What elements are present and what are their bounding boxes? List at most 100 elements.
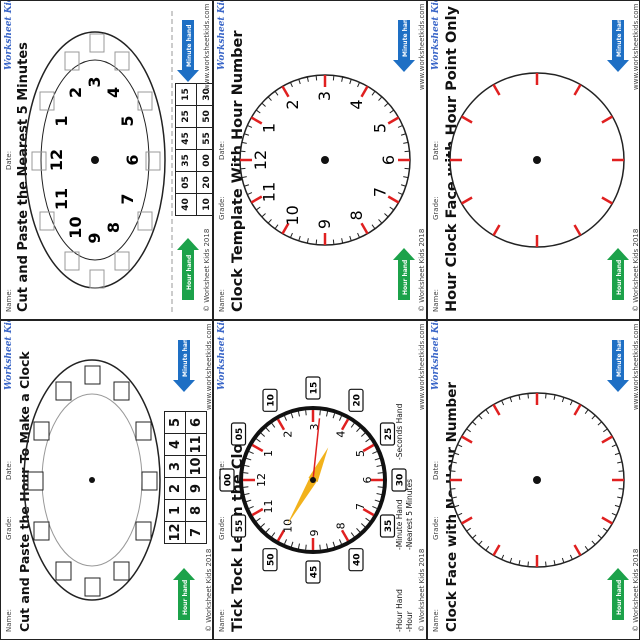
minute-tick <box>326 543 329 549</box>
minute-label-box <box>230 422 247 446</box>
minute-label: 35 <box>384 520 394 533</box>
minute-label-box <box>348 548 364 572</box>
clock-number: 10 <box>282 519 295 533</box>
clock-number: 11 <box>262 500 275 514</box>
minute-tick <box>617 461 623 464</box>
minute-tick <box>378 96 383 101</box>
minute-hand-arrow-label: Minute hand <box>616 15 623 57</box>
minute-label-box <box>305 376 321 400</box>
minute-tick <box>603 527 608 532</box>
minute-tick <box>569 400 573 406</box>
minute-tick <box>255 109 261 114</box>
clock-number: 5 <box>354 450 367 457</box>
clock-number: 12 <box>255 473 268 487</box>
clock-number: 2 <box>66 87 85 98</box>
minute-tick <box>240 167 246 170</box>
worksheet-tick-tock: Name: Grade: Date: Worksheet Kids Tick T… <box>213 320 427 640</box>
minute-tick <box>457 444 463 448</box>
hour-tick <box>362 443 375 453</box>
hour-tick <box>276 418 286 431</box>
minute-tick <box>618 470 624 472</box>
minute-tick <box>256 517 261 522</box>
minute-tick <box>376 493 382 496</box>
minute-tick <box>297 411 300 417</box>
clock-number: 6 <box>361 477 374 484</box>
minute-tick <box>450 470 456 472</box>
minute-tick <box>545 393 547 399</box>
minute-tick <box>365 438 370 443</box>
clock-number: 4 <box>104 87 123 98</box>
minute-tick <box>248 505 254 509</box>
clock-number: 4 <box>347 99 366 109</box>
hour-tick <box>281 85 290 98</box>
minute-tick <box>454 504 460 508</box>
hour-tick <box>492 544 501 556</box>
minute-label: 25 <box>384 428 394 441</box>
hour-tick <box>492 404 501 416</box>
minute-tick <box>244 184 250 187</box>
worksheet-hour-point-only: Name: Grade: Date: Worksheet Kids Hour C… <box>427 0 640 320</box>
minute-tick <box>466 428 471 433</box>
minute-tick <box>244 133 250 136</box>
minute-tick <box>274 90 279 96</box>
minute-hand <box>287 478 317 526</box>
hour-tick <box>601 196 613 205</box>
minute-tick <box>365 517 370 522</box>
minute-tick <box>397 124 403 128</box>
clock-number: 8 <box>335 522 348 529</box>
minute-tick <box>584 546 589 551</box>
minute-tick <box>265 527 270 533</box>
minute-tick <box>356 427 361 433</box>
minute-tick <box>305 410 307 416</box>
minute-tick <box>404 150 410 153</box>
minute-tick <box>284 415 288 421</box>
hour-tick <box>250 195 263 204</box>
hour-tick <box>251 507 264 517</box>
minute-tick <box>341 238 344 244</box>
minute-tick <box>247 192 253 196</box>
minute-tick <box>372 505 378 509</box>
minute-tick <box>376 464 382 467</box>
minute-tick <box>527 561 529 567</box>
clock-face-no-numbers: Hour hand Minute hand <box>449 335 629 620</box>
second-hand <box>312 418 321 481</box>
worksheet-cut-paste-hour: Name: Grade: Date: Worksheet Kids Cut an… <box>0 320 213 640</box>
minute-tick <box>389 109 395 114</box>
minute-tick <box>332 239 335 245</box>
minute-tick <box>338 415 342 421</box>
clock-number: 8 <box>104 222 123 233</box>
minute-label-box <box>348 388 364 412</box>
hour-tick <box>461 115 473 124</box>
hour-tick <box>573 84 582 96</box>
clock-number: 11 <box>52 188 71 210</box>
minute-tick <box>332 75 335 81</box>
hour-tick <box>360 85 369 98</box>
minute-tick <box>350 532 355 537</box>
clock-number: 1 <box>260 123 279 133</box>
minute-tick <box>248 451 254 455</box>
minute-tick <box>360 523 366 528</box>
minute-label: 10 <box>267 394 277 407</box>
minute-tick <box>466 527 471 532</box>
hour-hand-arrow-label: Hour hand <box>182 580 189 615</box>
clock-number: 9 <box>308 530 321 537</box>
minute-tick <box>261 213 266 218</box>
hour-tick <box>461 435 473 444</box>
minute-tick <box>241 141 247 144</box>
minute-tick <box>315 75 318 81</box>
minute-tick <box>457 512 463 516</box>
cut-paste-hour-clock: Hour hand Minute hand <box>23 335 195 620</box>
minute-tick <box>377 472 383 474</box>
hour-tick <box>250 116 263 125</box>
minute-tick <box>244 493 250 496</box>
clock-number: 7 <box>370 187 389 197</box>
minute-tick <box>618 488 624 490</box>
minute-tick <box>377 486 383 488</box>
minute-tick <box>297 543 300 549</box>
minute-tick <box>341 76 344 82</box>
minute-tick <box>360 432 366 437</box>
minute-tick <box>451 496 457 499</box>
minute-tick <box>374 457 380 461</box>
minute-label: 15 <box>310 382 320 395</box>
